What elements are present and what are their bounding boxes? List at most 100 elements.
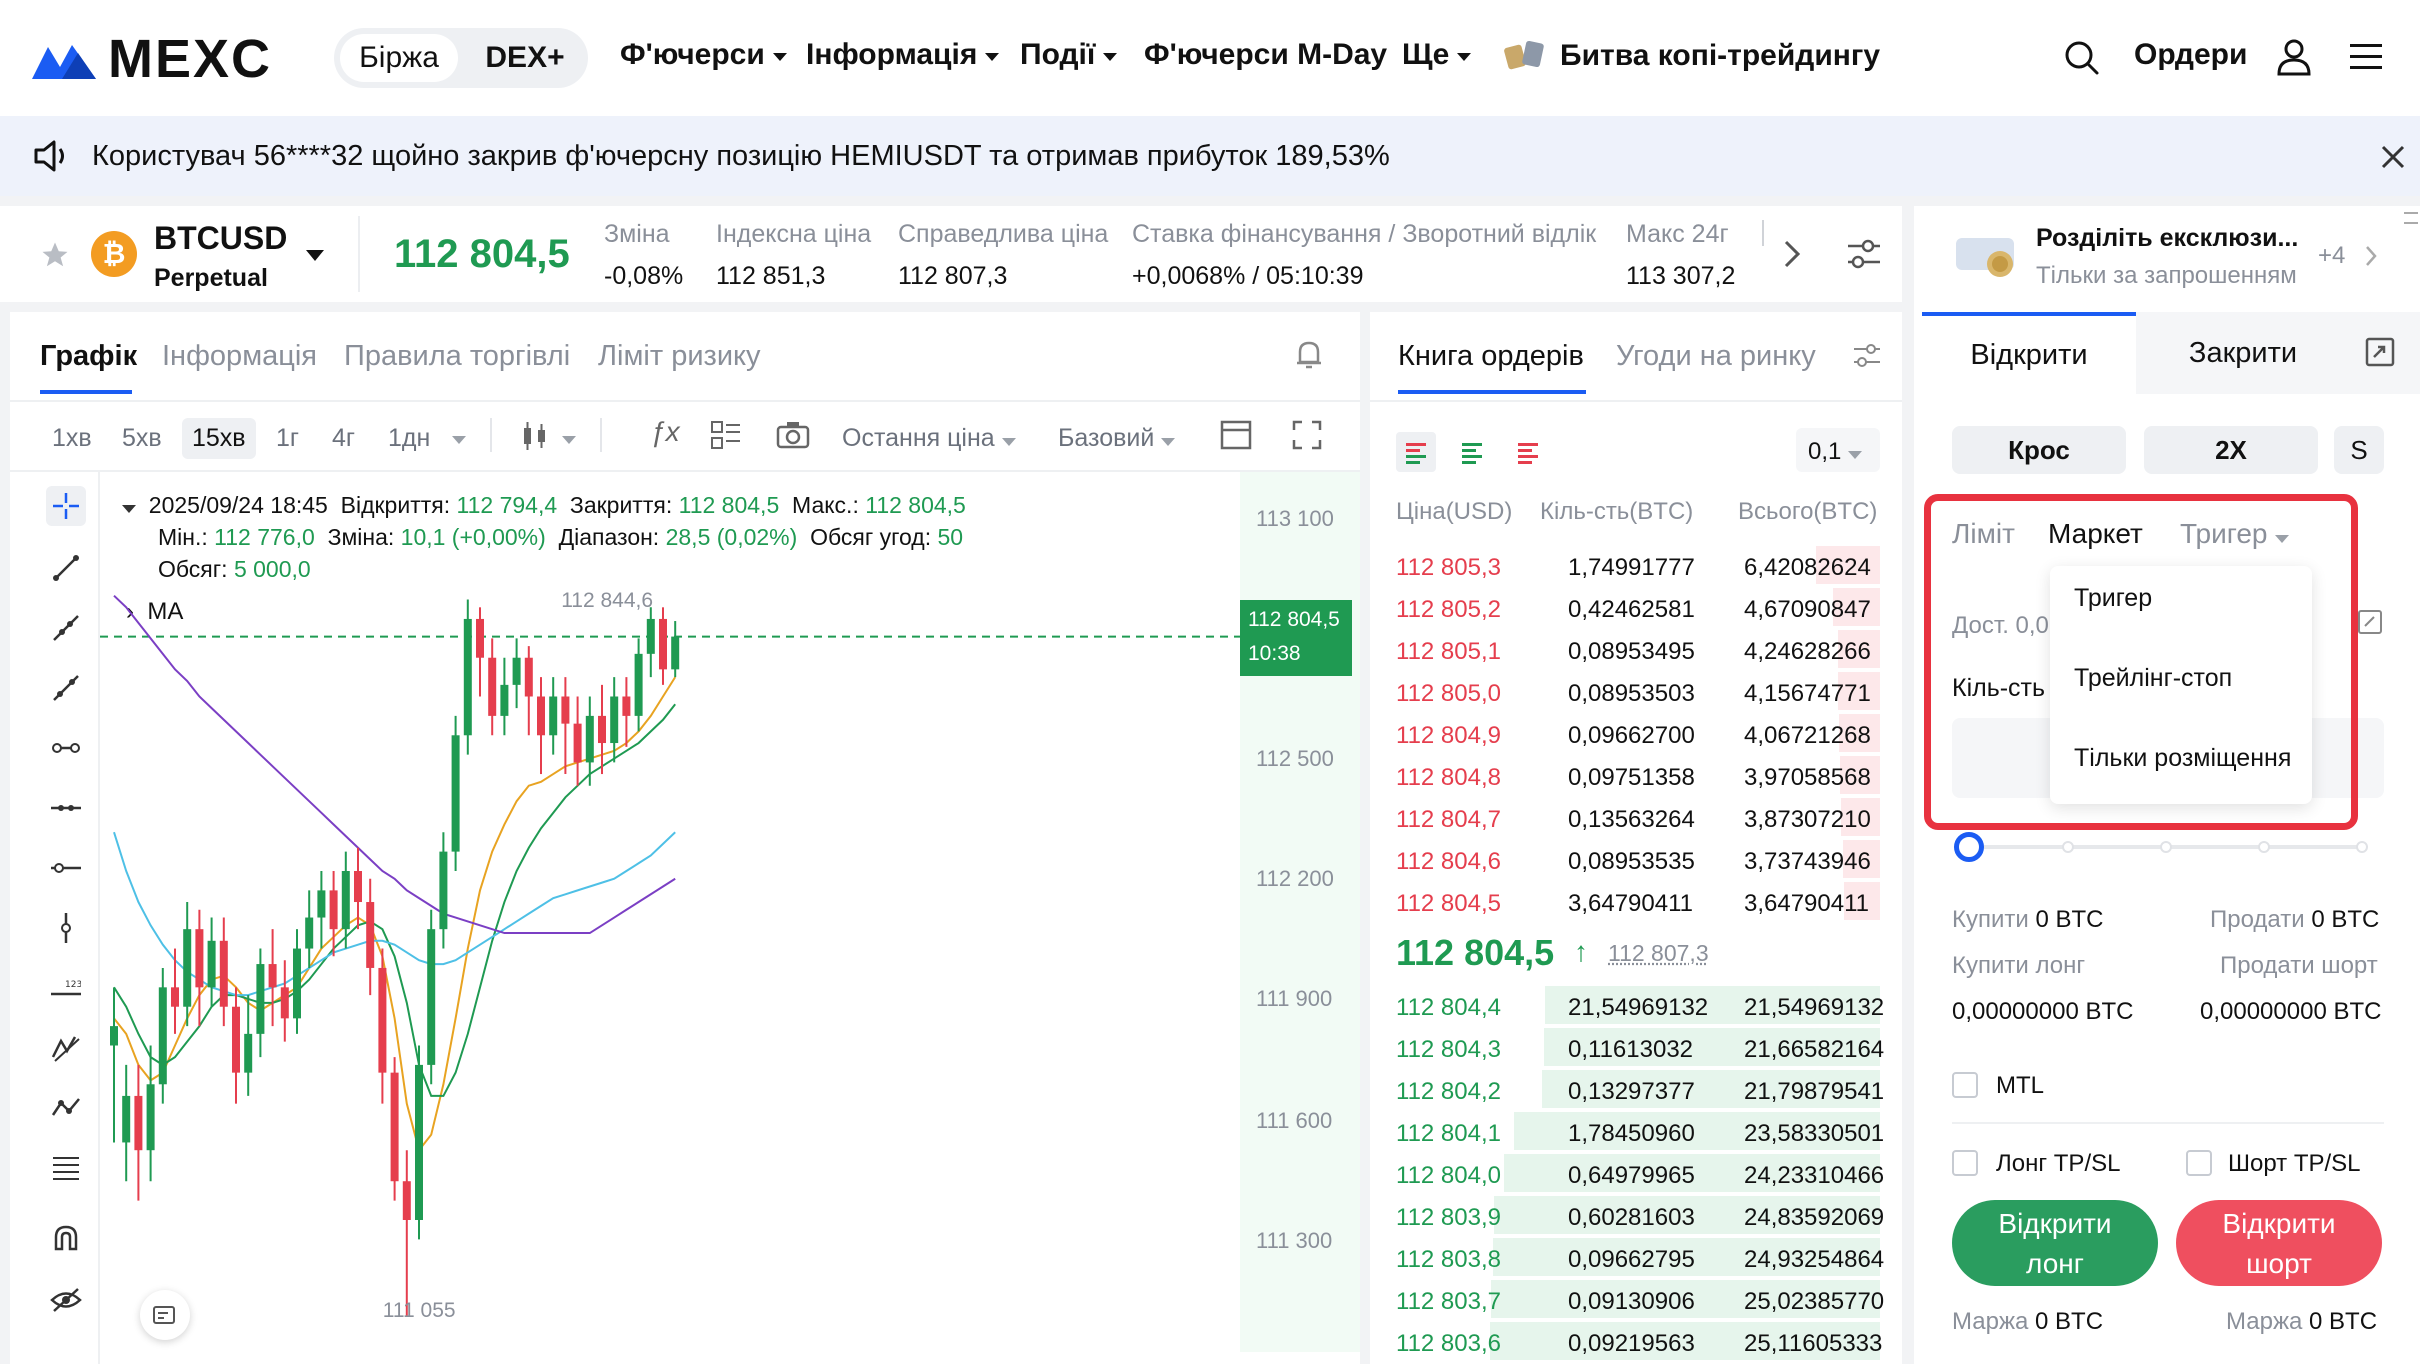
ask-row[interactable]: 112 805,0 0,08953503 4,15674771 (1396, 672, 1880, 714)
settings-sliders-icon[interactable] (1846, 238, 1882, 272)
fib-icon[interactable] (46, 1148, 86, 1188)
bid-row[interactable]: 112 804,4 21,54969132 21,54969132 (1396, 986, 1884, 1028)
candle-type-icon[interactable] (520, 420, 550, 452)
mexc-logo[interactable]: MEXC (32, 28, 272, 90)
pattern-icon[interactable] (46, 1028, 86, 1068)
leverage-button[interactable]: 2X (2144, 426, 2318, 474)
order-type-market[interactable]: Маркет (2048, 518, 2143, 549)
dex-tab[interactable]: DEX+ (485, 41, 565, 74)
exchange-tab[interactable]: Біржа (340, 34, 458, 82)
tab-trading-rules[interactable]: Правила торгівлі (344, 340, 571, 372)
slider-tick[interactable] (2356, 841, 2368, 853)
extended-line-icon[interactable] (46, 668, 86, 708)
layout-grid-icon[interactable] (710, 420, 742, 450)
horizontal-line-icon[interactable] (46, 788, 86, 828)
step-select[interactable]: 0,1 (1796, 428, 1880, 472)
tab-market-trades[interactable]: Угоди на ринку (1616, 340, 1816, 372)
gann-icon[interactable] (46, 1088, 86, 1128)
user-icon[interactable] (2276, 38, 2312, 76)
bid-row[interactable]: 112 804,3 0,11613032 21,66582164 (1396, 1028, 1884, 1070)
trendline-icon[interactable] (46, 548, 86, 588)
tab-info[interactable]: Інформація (162, 340, 318, 372)
order-type-limit[interactable]: Ліміт (1952, 518, 2015, 549)
window-icon[interactable] (1220, 420, 1252, 450)
ruler-icon[interactable]: 123 (46, 968, 86, 1008)
price-line-icon[interactable] (46, 848, 86, 888)
bid-row[interactable]: 112 803,8 0,09662795 24,93254864 (1396, 1238, 1884, 1280)
slider-tick[interactable] (2160, 841, 2172, 853)
order-type-trigger[interactable]: Тригер (2180, 518, 2290, 550)
fullscreen-icon[interactable] (1292, 420, 1322, 450)
tab-close[interactable]: Закрити (2136, 312, 2350, 394)
bell-icon[interactable] (1294, 338, 1324, 370)
transfer-icon[interactable] (2356, 608, 2384, 636)
tf-1m[interactable]: 1хв (52, 424, 92, 452)
nav-events[interactable]: Події (1020, 38, 1118, 72)
ask-row[interactable]: 112 805,1 0,08953495 4,24628266 (1396, 630, 1880, 672)
mtl-checkbox[interactable] (1952, 1072, 1978, 1098)
view-both-button[interactable] (1396, 432, 1436, 472)
mid-mark-price[interactable]: 112 807,3 (1608, 940, 1709, 966)
vertical-line-icon[interactable] (46, 908, 86, 948)
dropdown-item-trigger[interactable]: Тригер (2074, 584, 2153, 612)
orders-link[interactable]: Ордери (2134, 38, 2247, 72)
last-price-select[interactable]: Остання ціна (842, 424, 1016, 453)
tab-chart[interactable]: Графік (40, 340, 138, 372)
nav-more[interactable]: Ще (1402, 38, 1472, 72)
replay-button[interactable] (140, 1290, 190, 1340)
close-icon[interactable] (2380, 144, 2406, 170)
nav-copy-battle[interactable]: Битва копі-трейдингу (1502, 38, 1880, 74)
ask-row[interactable]: 112 804,5 3,64790411 3,64790411 (1396, 882, 1880, 924)
nav-futures[interactable]: Ф'ючерси (620, 38, 787, 72)
collapse-icon[interactable] (122, 505, 136, 513)
chevron-right-icon[interactable] (1782, 238, 1802, 270)
tf-15m[interactable]: 15хв (182, 418, 256, 459)
ask-row[interactable]: 112 804,6 0,08953535 3,73743946 (1396, 840, 1880, 882)
short-tpsl-checkbox[interactable] (2186, 1150, 2212, 1176)
bid-row[interactable]: 112 803,9 0,60281603 24,83592069 (1396, 1196, 1884, 1238)
calculator-button[interactable] (2350, 312, 2420, 394)
mode-s-button[interactable]: S (2334, 426, 2384, 474)
ask-row[interactable]: 112 805,3 1,74991777 6,42082624 (1396, 546, 1880, 588)
view-asks-icon[interactable] (1508, 432, 1548, 472)
settings-sliders-icon[interactable] (1852, 342, 1882, 370)
ray-icon[interactable] (46, 608, 86, 648)
dropdown-item-post-only[interactable]: Тільки розміщення (2074, 744, 2292, 772)
slider-tick[interactable] (2062, 841, 2074, 853)
search-icon[interactable] (2064, 40, 2100, 76)
chevron-down-icon[interactable] (562, 436, 576, 444)
nav-info[interactable]: Інформація (806, 38, 1000, 72)
margin-mode-cross[interactable]: Крос (1952, 426, 2126, 474)
long-tpsl-checkbox[interactable] (1952, 1150, 1978, 1176)
ask-row[interactable]: 112 805,2 0,42462581 4,67090847 (1396, 588, 1880, 630)
tf-4h[interactable]: 4г (332, 424, 356, 452)
horizontal-ray-icon[interactable] (46, 728, 86, 768)
tab-open[interactable]: Відкрити (1922, 312, 2136, 394)
slider-handle[interactable] (1954, 832, 1984, 862)
view-bids-icon[interactable] (1452, 432, 1492, 472)
promo-banner[interactable]: Розділіть ексклюзи... Тільки за запрошен… (1914, 206, 2420, 302)
ask-row[interactable]: 112 804,8 0,09751358 3,97058568 (1396, 756, 1880, 798)
bid-row[interactable]: 112 804,1 1,78450960 23,58330501 (1396, 1112, 1884, 1154)
bid-row[interactable]: 112 803,7 0,09130906 25,02385770 (1396, 1280, 1884, 1322)
price-chart[interactable]: 112 844,6 111 055 (100, 472, 1360, 1352)
bid-row[interactable]: 112 803,6 0,09219563 25,11605333 (1396, 1322, 1882, 1364)
tab-risk-limit[interactable]: Ліміт ризику (598, 340, 761, 372)
dropdown-item-trailing-stop[interactable]: Трейлінг-стоп (2074, 664, 2233, 692)
tf-1d[interactable]: 1дн (388, 424, 431, 452)
ask-row[interactable]: 112 804,9 0,09662700 4,06721268 (1396, 714, 1880, 756)
crosshair-icon[interactable] (46, 486, 86, 526)
tf-1h[interactable]: 1г (276, 424, 300, 452)
star-icon[interactable] (40, 240, 70, 270)
open-short-button[interactable]: Відкрити шорт (2176, 1200, 2382, 1286)
tab-orderbook[interactable]: Книга ордерів (1398, 340, 1584, 372)
indicators-icon[interactable]: ƒx (650, 416, 680, 447)
open-long-button[interactable]: Відкрити лонг (1952, 1200, 2158, 1286)
camera-icon[interactable] (776, 420, 810, 450)
tf-more-icon[interactable] (452, 436, 466, 444)
nav-futures-mday[interactable]: Ф'ючерси M-Day (1144, 38, 1387, 72)
slider-tick[interactable] (2258, 841, 2270, 853)
bid-row[interactable]: 112 804,2 0,13297377 21,79879541 (1396, 1070, 1884, 1112)
bid-row[interactable]: 112 804,0 0,64979965 24,23310466 (1396, 1154, 1884, 1196)
menu-icon[interactable] (2350, 42, 2382, 72)
